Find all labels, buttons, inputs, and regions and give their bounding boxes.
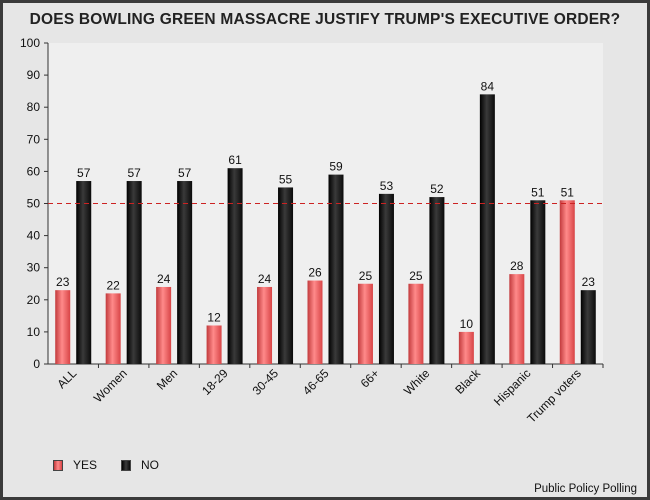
- y-tick-label-20: 20: [27, 293, 41, 307]
- data-label-no-46-65: 59: [329, 160, 343, 174]
- data-label-no-men: 57: [178, 166, 192, 180]
- category-label-18-29: 18-29: [199, 366, 231, 398]
- bar-yes-66: [357, 283, 373, 364]
- bar-yes-46-65: [307, 280, 323, 364]
- category-label-hispanic: Hispanic: [491, 366, 533, 408]
- y-tick-label-100: 100: [20, 36, 40, 50]
- data-label-yes-women: 22: [107, 278, 121, 292]
- source-credit: Public Policy Polling: [534, 483, 637, 495]
- bar-no-white: [429, 197, 445, 364]
- category-label-all: ALL: [54, 366, 79, 391]
- y-tick-label-80: 80: [27, 100, 41, 114]
- data-label-yes-white: 25: [409, 269, 423, 283]
- chart-frame: DOES BOWLING GREEN MASSACRE JUSTIFY TRUM…: [3, 3, 647, 497]
- data-label-yes-30-45: 24: [258, 272, 272, 286]
- bar-yes-all: [55, 290, 71, 364]
- bar-chart: 0 10 20 30 40 50 60 70 80 90 100 23 57 ALL 22 57 Women 24…: [20, 36, 604, 426]
- bar-yes-women: [105, 293, 121, 364]
- category-label-men: Men: [154, 366, 180, 392]
- category-label-30-45: 30-45: [250, 366, 282, 398]
- legend-item-yes: YES: [53, 458, 97, 472]
- bar-yes-black: [458, 331, 474, 364]
- bar-yes-30-45: [257, 286, 273, 364]
- category-label-46-65: 46-65: [300, 366, 332, 398]
- data-label-no-black: 84: [481, 79, 495, 93]
- bar-yes-white: [408, 283, 424, 364]
- data-label-no-hispanic: 51: [531, 185, 545, 199]
- data-label-yes-men: 24: [157, 272, 171, 286]
- category-label-trump-voters: Trump voters: [524, 366, 584, 426]
- legend-label-no: NO: [141, 458, 159, 472]
- chart-title: DOES BOWLING GREEN MASSACRE JUSTIFY TRUM…: [29, 11, 621, 28]
- y-tick-label-50: 50: [27, 197, 41, 211]
- category-label-white: White: [401, 366, 433, 398]
- bar-no-hispanic: [530, 200, 546, 364]
- data-label-no-30-45: 55: [279, 172, 293, 186]
- bar-yes-trump-voters: [559, 200, 575, 364]
- bar-no-black: [479, 94, 495, 365]
- bar-yes-men: [156, 286, 172, 364]
- bar-yes-hispanic: [509, 274, 525, 364]
- legend-label-yes: YES: [73, 458, 98, 472]
- y-tick-label-10: 10: [27, 325, 41, 339]
- data-label-yes-46-65: 26: [308, 266, 322, 280]
- data-label-no-women: 57: [128, 166, 142, 180]
- bar-no-all: [76, 181, 92, 364]
- data-label-no-18-29: 61: [228, 153, 242, 167]
- bar-no-trump-voters: [580, 290, 596, 364]
- data-label-yes-18-29: 12: [207, 310, 221, 324]
- category-label-black: Black: [452, 366, 483, 397]
- bar-no-30-45: [278, 187, 294, 364]
- data-label-no-66: 53: [380, 179, 394, 193]
- data-label-yes-66: 25: [359, 269, 373, 283]
- y-tick-label-40: 40: [27, 229, 41, 243]
- legend-swatch-no: [121, 459, 131, 471]
- bar-yes-18-29: [206, 325, 222, 364]
- category-label-women: Women: [91, 366, 130, 405]
- bar-no-66: [378, 193, 394, 364]
- y-tick-label-70: 70: [27, 132, 41, 146]
- data-label-no-white: 52: [430, 182, 444, 196]
- legend-swatch-yes: [53, 459, 63, 471]
- data-label-yes-black: 10: [460, 317, 474, 331]
- legend-item-no: NO: [121, 458, 159, 472]
- y-tick-label-30: 30: [27, 261, 41, 275]
- data-label-yes-all: 23: [56, 275, 70, 289]
- data-label-yes-hispanic: 28: [510, 259, 524, 273]
- bar-no-women: [126, 181, 142, 364]
- bar-no-men: [177, 181, 193, 364]
- data-label-yes-trump-voters: 51: [561, 185, 575, 199]
- y-tick-label-90: 90: [27, 68, 41, 82]
- y-tick-label-60: 60: [27, 164, 41, 178]
- bar-no-46-65: [328, 174, 344, 364]
- bar-no-18-29: [227, 168, 243, 364]
- data-label-no-trump-voters: 23: [582, 275, 596, 289]
- y-tick-label-0: 0: [33, 357, 40, 371]
- category-label-66: 66+: [358, 366, 382, 390]
- data-label-no-all: 57: [77, 166, 91, 180]
